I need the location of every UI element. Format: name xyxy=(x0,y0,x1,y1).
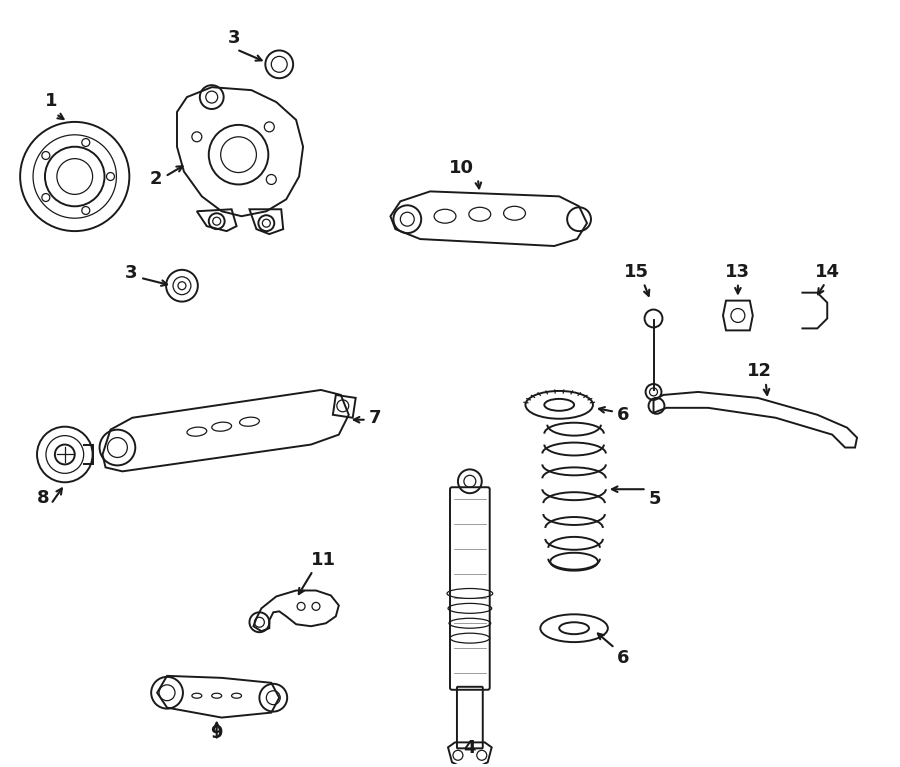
Text: 1: 1 xyxy=(45,92,58,110)
Text: 5: 5 xyxy=(649,490,662,509)
Text: 12: 12 xyxy=(747,362,772,380)
Text: 4: 4 xyxy=(464,739,476,757)
Text: 11: 11 xyxy=(311,551,336,568)
Text: 13: 13 xyxy=(725,263,751,281)
Text: 8: 8 xyxy=(37,489,50,507)
Text: 9: 9 xyxy=(211,724,223,742)
Text: 15: 15 xyxy=(624,263,649,281)
Text: 14: 14 xyxy=(814,263,840,281)
Text: 10: 10 xyxy=(449,159,474,176)
Text: 3: 3 xyxy=(228,29,239,48)
Text: 7: 7 xyxy=(369,409,381,426)
Text: 6: 6 xyxy=(616,649,629,667)
Text: 2: 2 xyxy=(149,170,162,189)
Text: 3: 3 xyxy=(125,264,138,281)
Text: 6: 6 xyxy=(616,406,629,424)
